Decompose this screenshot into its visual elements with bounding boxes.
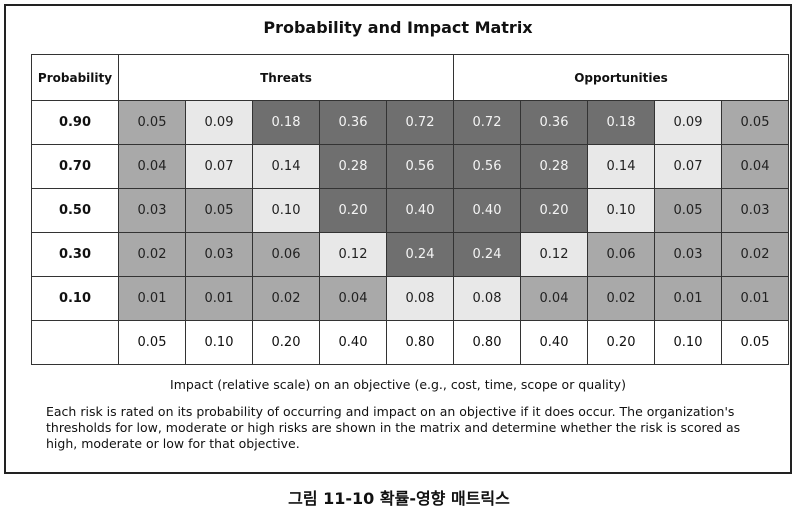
impact-value-cell: 0.20 (587, 320, 655, 365)
header-row: Probability Threats Opportunities (31, 54, 789, 101)
risk-score-cell: 0.06 (587, 232, 655, 277)
risk-score-cell: 0.05 (654, 188, 722, 233)
impact-value-cell: 0.10 (185, 320, 253, 365)
risk-score-cell: 0.36 (520, 100, 588, 145)
risk-score-cell: 0.06 (252, 232, 320, 277)
risk-score-cell: 0.02 (587, 276, 655, 321)
matrix-row: 0.10 0.01 0.01 0.02 0.04 0.08 0.08 0.04 0.02 0.01… (31, 276, 789, 321)
risk-score-cell: 0.07 (185, 144, 253, 189)
risk-score-cell: 0.56 (386, 144, 454, 189)
risk-score-cell: 0.05 (185, 188, 253, 233)
impact-value-cell: 0.20 (252, 320, 320, 365)
risk-score-cell: 0.08 (386, 276, 454, 321)
risk-score-cell: 0.03 (721, 188, 789, 233)
matrix-row: 0.70 0.04 0.07 0.14 0.28 0.56 0.56 0.28 0.14 0.07… (31, 144, 789, 189)
matrix-description: Each risk is rated on its probability of… (46, 404, 741, 451)
opportunities-header: Opportunities (453, 54, 789, 101)
risk-score-cell: 0.02 (252, 276, 320, 321)
figure-frame: Probability and Impact Matrix Probabilit… (4, 4, 792, 474)
impact-value-cell: 0.40 (319, 320, 387, 365)
impact-value-cell: 0.80 (453, 320, 521, 365)
risk-score-cell: 0.72 (386, 100, 454, 145)
risk-score-cell: 0.04 (319, 276, 387, 321)
risk-score-cell: 0.28 (520, 144, 588, 189)
impact-value-cell: 0.40 (520, 320, 588, 365)
matrix-row: 0.50 0.03 0.05 0.10 0.20 0.40 0.40 0.20 0.10 0.05… (31, 188, 789, 233)
risk-score-cell: 0.05 (118, 100, 186, 145)
matrix-row: 0.30 0.02 0.03 0.06 0.12 0.24 0.24 0.12 0.06 0.03… (31, 232, 789, 277)
risk-score-cell: 0.14 (587, 144, 655, 189)
risk-score-cell: 0.09 (654, 100, 722, 145)
probability-value: 0.50 (31, 188, 119, 233)
matrix-title: Probability and Impact Matrix (263, 18, 533, 37)
risk-score-cell: 0.24 (386, 232, 454, 277)
risk-score-cell: 0.12 (520, 232, 588, 277)
risk-score-cell: 0.14 (252, 144, 320, 189)
risk-score-cell: 0.07 (654, 144, 722, 189)
risk-score-cell: 0.01 (185, 276, 253, 321)
risk-score-cell: 0.12 (319, 232, 387, 277)
impact-axis-label: Impact (relative scale) on an objective … (170, 377, 626, 392)
impact-value-cell: 0.10 (654, 320, 722, 365)
risk-score-cell: 0.05 (721, 100, 789, 145)
threats-header: Threats (118, 54, 454, 101)
risk-score-cell: 0.03 (185, 232, 253, 277)
risk-score-cell: 0.02 (721, 232, 789, 277)
risk-score-cell: 0.18 (587, 100, 655, 145)
impact-value-cell: 0.80 (386, 320, 454, 365)
risk-score-cell: 0.10 (252, 188, 320, 233)
impact-row: 0.05 0.10 0.20 0.40 0.80 0.80 0.40 0.20 0.10 0.05 (31, 320, 789, 365)
probability-value: 0.90 (31, 100, 119, 145)
probability-value: 0.30 (31, 232, 119, 277)
risk-score-cell: 0.40 (386, 188, 454, 233)
figure-caption: 그림 11-10 확률-영향 매트릭스 (288, 489, 510, 508)
probability-impact-matrix: Probability Threats Opportunities 0.90 0.… (31, 54, 789, 365)
risk-score-cell: 0.01 (654, 276, 722, 321)
risk-score-cell: 0.03 (654, 232, 722, 277)
risk-score-cell: 0.01 (118, 276, 186, 321)
risk-score-cell: 0.20 (319, 188, 387, 233)
risk-score-cell: 0.01 (721, 276, 789, 321)
risk-score-cell: 0.28 (319, 144, 387, 189)
risk-score-cell: 0.03 (118, 188, 186, 233)
risk-score-cell: 0.02 (118, 232, 186, 277)
probability-value: 0.10 (31, 276, 119, 321)
risk-score-cell: 0.36 (319, 100, 387, 145)
impact-value-cell: 0.05 (721, 320, 789, 365)
probability-value: 0.70 (31, 144, 119, 189)
risk-score-cell: 0.20 (520, 188, 588, 233)
risk-score-cell: 0.04 (118, 144, 186, 189)
probability-header: Probability (31, 54, 119, 101)
risk-score-cell: 0.72 (453, 100, 521, 145)
matrix-row: 0.90 0.05 0.09 0.18 0.36 0.72 0.72 0.36 0.18 0.09… (31, 100, 789, 145)
impact-row-blank (31, 320, 119, 365)
risk-score-cell: 0.40 (453, 188, 521, 233)
risk-score-cell: 0.04 (721, 144, 789, 189)
risk-score-cell: 0.18 (252, 100, 320, 145)
risk-score-cell: 0.08 (453, 276, 521, 321)
impact-value-cell: 0.05 (118, 320, 186, 365)
risk-score-cell: 0.04 (520, 276, 588, 321)
risk-score-cell: 0.24 (453, 232, 521, 277)
risk-score-cell: 0.56 (453, 144, 521, 189)
risk-score-cell: 0.10 (587, 188, 655, 233)
risk-score-cell: 0.09 (185, 100, 253, 145)
